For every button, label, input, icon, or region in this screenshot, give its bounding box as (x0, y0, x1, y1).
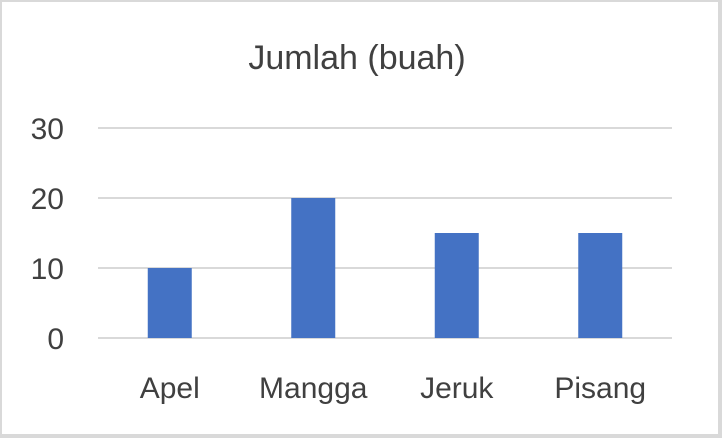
gridlines (98, 127, 672, 339)
bars (147, 198, 623, 338)
x-tick-label: Apel (140, 372, 200, 405)
y-tick-label: 20 (31, 183, 64, 216)
chart-title: Jumlah (buah) (248, 39, 465, 77)
bar-apel (147, 268, 192, 338)
x-tick-label: Mangga (259, 372, 368, 405)
bar-pisang (578, 233, 623, 338)
bar-mangga (291, 198, 336, 338)
x-tick-label: Pisang (554, 372, 646, 405)
x-axis-ticks: Apel Mangga Jeruk Pisang (140, 372, 646, 405)
bar-jeruk (434, 233, 479, 338)
bar-chart: Jumlah (buah) 0 10 20 30 Apel Mangga Jeruk Pis… (31, 39, 672, 405)
y-tick-label: 0 (47, 323, 64, 356)
y-axis-ticks: 0 10 20 30 (31, 113, 64, 356)
y-tick-label: 10 (31, 253, 64, 286)
x-tick-label: Jeruk (420, 372, 494, 405)
y-tick-label: 30 (31, 113, 64, 146)
